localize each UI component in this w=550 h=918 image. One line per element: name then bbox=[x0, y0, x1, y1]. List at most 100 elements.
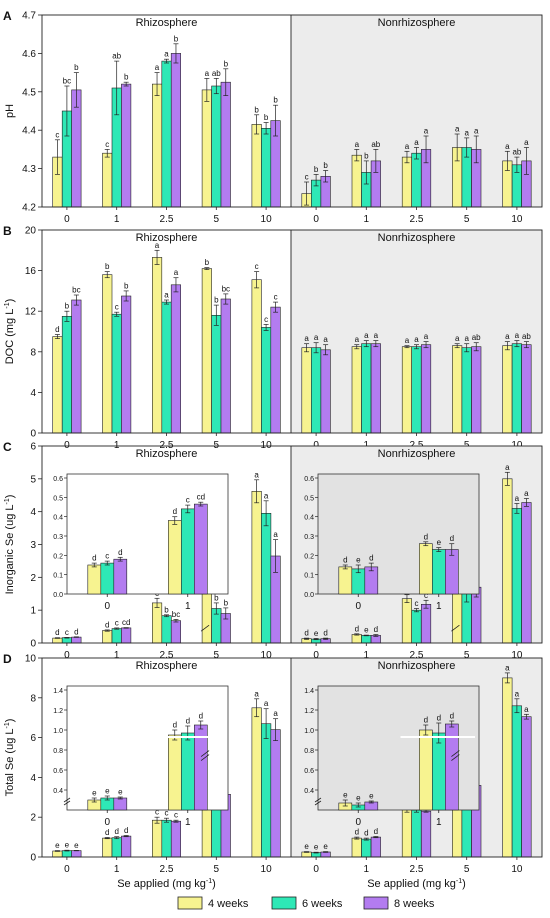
x-tick-label: 10 bbox=[261, 214, 273, 225]
bar-w6-5 bbox=[461, 347, 472, 434]
significance-letter: d bbox=[364, 829, 368, 838]
inset-y-tick-label: 1.0 bbox=[304, 728, 314, 735]
inset-y-tick-label: 0.5 bbox=[53, 495, 63, 502]
bar-w4-1 bbox=[351, 837, 362, 858]
inset-y-tick-label: 0.3 bbox=[53, 534, 63, 541]
y-tick-label: 0 bbox=[30, 429, 36, 440]
significance-letter: c bbox=[105, 140, 109, 149]
y-tick-label: 3 bbox=[30, 540, 36, 551]
bar-w4-0 bbox=[52, 637, 63, 644]
x-tick-label: 1 bbox=[364, 864, 370, 875]
bar-w6-0 bbox=[100, 562, 115, 595]
legend-swatch-w8 bbox=[363, 896, 389, 910]
significance-letter: a bbox=[205, 69, 210, 78]
significance-letter: b bbox=[254, 105, 259, 114]
significance-letter: ab bbox=[112, 52, 121, 61]
bar-w8-10 bbox=[521, 344, 532, 434]
inset-y-tick-label: 1.4 bbox=[53, 688, 63, 695]
y-tick-label: 10 bbox=[25, 654, 37, 665]
significance-letter: a bbox=[505, 142, 510, 151]
bar-w6-1 bbox=[111, 628, 122, 644]
axis-break-mark bbox=[63, 800, 71, 806]
y-tick-label: 4 bbox=[30, 507, 36, 518]
y-tick-label: 0 bbox=[30, 853, 36, 864]
significance-letter: d bbox=[114, 827, 118, 836]
x-tick-label: 1 bbox=[364, 440, 370, 451]
bar-w4-10 bbox=[251, 124, 262, 208]
inset-y-tick-label: 0.4 bbox=[304, 515, 314, 522]
significance-letter: d bbox=[450, 712, 454, 721]
significance-letter: b bbox=[264, 113, 269, 122]
significance-letter: e bbox=[343, 791, 348, 800]
bar-w6-10 bbox=[511, 343, 522, 434]
significance-letter: a bbox=[464, 128, 469, 137]
legend-swatch-w4 bbox=[177, 896, 203, 910]
bar-w8-0 bbox=[113, 558, 128, 595]
bar-w4-1 bbox=[418, 729, 433, 811]
y-tick-label: 8 bbox=[30, 347, 36, 358]
panel-letter: D bbox=[3, 652, 12, 666]
x-tick-label: 1 bbox=[185, 601, 191, 612]
bar-w6-2.5 bbox=[161, 301, 172, 434]
y-axis-label: Inorganic Se (ug L-1) bbox=[4, 495, 16, 595]
plot-frame bbox=[41, 229, 543, 434]
x-tick-label: 1 bbox=[364, 214, 370, 225]
significance-letter: e bbox=[55, 841, 60, 850]
significance-letter: bc bbox=[222, 284, 230, 293]
bar-w8-10 bbox=[270, 306, 281, 434]
bar-w4-0 bbox=[301, 347, 312, 434]
bar-w8-2.5 bbox=[170, 284, 181, 434]
bar-w8-2.5 bbox=[420, 810, 432, 858]
x-tick-label: 2.5 bbox=[160, 214, 174, 225]
bar-w8-1 bbox=[444, 549, 459, 595]
x-tick-label: 5 bbox=[214, 440, 220, 451]
y-axis-label: pH bbox=[4, 104, 16, 118]
significance-letter: b bbox=[214, 593, 219, 602]
axis-break-mark bbox=[200, 754, 210, 761]
significance-letter: d bbox=[186, 717, 190, 726]
significance-letter: a bbox=[254, 689, 259, 698]
y-tick-label: 4.7 bbox=[22, 11, 36, 22]
y-axis-label-close: ) bbox=[4, 495, 16, 499]
y-tick-label: 5 bbox=[30, 474, 36, 485]
significance-letter: c bbox=[105, 552, 109, 561]
significance-letter: b bbox=[105, 262, 110, 271]
x-tick-label: 0 bbox=[356, 817, 362, 828]
significance-letter: d bbox=[74, 627, 78, 636]
bar-w8-2.5 bbox=[170, 620, 181, 644]
bar-w8-2.5 bbox=[170, 53, 181, 208]
x-tick-label: 5 bbox=[214, 864, 220, 875]
y-tick-label: 4.5 bbox=[22, 87, 36, 98]
significance-letter: a bbox=[505, 463, 510, 472]
x-tick-label: 10 bbox=[261, 440, 273, 451]
x-tick-label: 1 bbox=[114, 864, 120, 875]
plot-frame bbox=[41, 14, 543, 208]
bar-w6-1 bbox=[111, 837, 122, 858]
x-tick-label: 2.5 bbox=[160, 440, 174, 451]
bar-w8-1 bbox=[370, 343, 381, 434]
x-axis-label-text: Se applied (mg kg bbox=[367, 878, 456, 890]
inset-y-tick-label: 0.6 bbox=[53, 476, 63, 483]
significance-letter: e bbox=[437, 538, 442, 547]
inset-y-tick-label: 1.2 bbox=[53, 708, 63, 715]
panel-letter: C bbox=[3, 440, 12, 454]
bar-w8-5 bbox=[220, 81, 231, 208]
inset-y-tick-label: 0.6 bbox=[53, 768, 63, 775]
significance-letter: e bbox=[304, 842, 309, 851]
x-tick-label: 1 bbox=[185, 817, 191, 828]
y-tick-label: 4.4 bbox=[22, 126, 36, 137]
significance-letter: c bbox=[155, 808, 159, 817]
bar-w4-1 bbox=[351, 634, 362, 644]
inset-y-tick-label: 0.1 bbox=[53, 573, 63, 580]
significance-letter: e bbox=[356, 794, 361, 803]
x-axis-label-sup: -1 bbox=[206, 878, 212, 885]
significance-letter: e bbox=[314, 629, 319, 638]
x-tick-label: 0 bbox=[64, 440, 70, 451]
significance-letter: a bbox=[174, 268, 179, 277]
x-axis-label-close: ) bbox=[212, 878, 216, 890]
y-axis-label-sup: -1 bbox=[4, 722, 11, 728]
x-tick-label: 10 bbox=[511, 440, 523, 451]
significance-letter: c bbox=[174, 811, 178, 820]
